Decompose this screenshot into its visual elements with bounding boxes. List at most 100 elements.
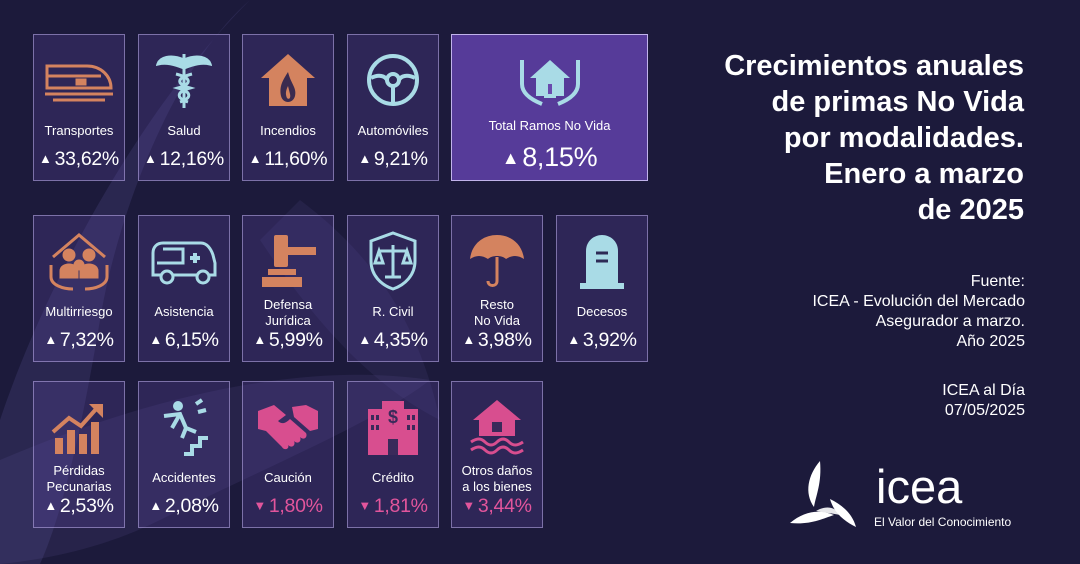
card-label-line: Otros daños [461, 463, 533, 478]
family-shelter-icon [34, 230, 124, 292]
card-value: ▲ 6,15% [139, 329, 229, 352]
card-value-text: 7,32% [59, 329, 114, 351]
arrow-up-icon: ▲ [149, 498, 162, 513]
card-label: Salud [139, 123, 229, 139]
source-line: Año 2025 [956, 333, 1025, 350]
card-value: ▲ 11,60% [243, 148, 333, 171]
card-label: Decesos [557, 304, 647, 320]
card-crédito: $ Crédito ▼ 1,81% [347, 381, 439, 528]
ambulance-icon [139, 230, 229, 292]
brand-name: icea [876, 460, 963, 513]
card-pérdidas-pecunarias: Pérdidas Pecunarias ▲ 2,53% [33, 381, 125, 528]
card-value: ▲ 7,32% [34, 329, 124, 352]
card-label: Automóviles [348, 123, 438, 139]
card-value-text: 4,35% [373, 329, 428, 351]
card-value: ▲ 9,21% [348, 148, 438, 171]
card-label: R. Civil [348, 304, 438, 320]
card-label-line: Salud [167, 123, 201, 138]
arrow-up-icon: ▲ [149, 332, 162, 347]
card-label-line: Total Ramos No Vida [488, 118, 611, 133]
card-otros-daños-a-los-bienes: Otros daños a los bienes ▼ 3,44% [451, 381, 543, 528]
card-label: Defensa Jurídica [243, 297, 333, 329]
card-label-line: Defensa [263, 297, 313, 312]
caduceus-icon [139, 49, 229, 111]
card-label-line: Multirriesgo [45, 304, 113, 319]
card-value-text: 2,08% [164, 495, 219, 517]
arrow-up-icon: ▲ [39, 151, 52, 166]
page-title: Crecimientos anuales de primas No Vida p… [660, 48, 1024, 228]
source-line: Fuente: [970, 273, 1025, 290]
card-value-text: 3,92% [582, 329, 637, 351]
gavel-icon [243, 230, 333, 292]
handshake-icon [243, 396, 333, 458]
steering-wheel-icon [348, 49, 438, 111]
card-label: Otros daños a los bienes [452, 463, 542, 495]
card-value-text: 11,60% [264, 148, 328, 170]
card-defensa-jurídica: Defensa Jurídica ▲ 5,99% [242, 215, 334, 362]
arrow-down-icon: ▼ [253, 498, 266, 513]
house-fire-icon [243, 49, 333, 111]
title-line: de primas No Vida [771, 86, 1025, 118]
card-label-line: Asistencia [154, 304, 214, 319]
card-value: ▲ 3,98% [452, 329, 542, 352]
card-resto-no-vida: Resto No Vida ▲ 3,98% [451, 215, 543, 362]
card-value-text: 6,15% [164, 329, 219, 351]
card-value-text: 5,99% [268, 329, 323, 351]
card-label-line: Pecunarias [46, 479, 112, 494]
card-label-line: Crédito [372, 470, 414, 485]
icea-logo-mark-icon [790, 461, 856, 527]
card-r-civil: R. Civil ▲ 4,35% [347, 215, 439, 362]
card-value: ▲ 4,35% [348, 329, 438, 352]
card-value: ▲ 33,62% [34, 148, 124, 171]
arrow-up-icon: ▲ [501, 148, 520, 168]
card-label: Asistencia [139, 304, 229, 320]
card-value-text: 8,15% [522, 142, 598, 172]
card-value: ▲ 2,53% [34, 495, 124, 518]
card-label-line: Incendios [260, 123, 316, 138]
title-line: de 2025 [917, 194, 1024, 226]
card-total-ramos-no-vida: Total Ramos No Vida ▲ 8,15% [451, 34, 648, 181]
card-label-line: No Vida [473, 313, 520, 328]
card-label: Crédito [348, 470, 438, 486]
card-label-line: Caución [264, 470, 312, 485]
card-label-line: R. Civil [372, 304, 414, 319]
card-value: ▲ 8,15% [452, 142, 647, 173]
card-transportes: Transportes ▲ 33,62% [33, 34, 125, 181]
arrow-up-icon: ▲ [358, 332, 371, 347]
card-value-text: 3,44% [477, 495, 532, 517]
arrow-down-icon: ▼ [358, 498, 371, 513]
card-accidentes: Accidentes ▲ 2,08% [138, 381, 230, 528]
house-hands-icon [452, 49, 647, 111]
publication-name: ICEA al Día [942, 382, 1025, 399]
arrow-up-icon: ▲ [462, 332, 475, 347]
title-line: Crecimientos anuales [724, 50, 1024, 82]
svg-text:$: $ [388, 407, 398, 427]
tombstone-icon [557, 230, 647, 292]
arrow-down-icon: ▼ [462, 498, 475, 513]
card-label: Caución [243, 470, 333, 486]
card-value-text: 9,21% [373, 148, 428, 170]
arrow-up-icon: ▲ [144, 151, 157, 166]
card-caución: Caución ▼ 1,80% [242, 381, 334, 528]
icea-logo: icea El Valor del Conocimiento [786, 455, 1026, 535]
card-value: ▼ 1,81% [348, 495, 438, 518]
scales-shield-icon [348, 230, 438, 292]
card-label-line: Transportes [44, 123, 114, 138]
publication-info: ICEA al Día 07/05/2025 [820, 381, 1025, 421]
brand-tagline: El Valor del Conocimiento [874, 515, 1012, 529]
card-label: Transportes [34, 123, 124, 139]
card-automóviles: Automóviles ▲ 9,21% [347, 34, 439, 181]
card-value: ▲ 5,99% [243, 329, 333, 352]
card-asistencia: Asistencia ▲ 6,15% [138, 215, 230, 362]
card-value-text: 3,98% [477, 329, 532, 351]
arrow-up-icon: ▲ [358, 151, 371, 166]
card-value-text: 2,53% [59, 495, 114, 517]
card-label-line: Pérdidas [53, 463, 105, 478]
card-label-line: Decesos [576, 304, 628, 319]
card-value-text: 1,81% [373, 495, 428, 517]
card-multirriesgo: Multirriesgo ▲ 7,32% [33, 215, 125, 362]
publication-date: 07/05/2025 [944, 402, 1025, 419]
arrow-up-icon: ▲ [248, 151, 262, 166]
card-label-line: a los bienes [462, 479, 532, 494]
card-label: Incendios [243, 123, 333, 139]
